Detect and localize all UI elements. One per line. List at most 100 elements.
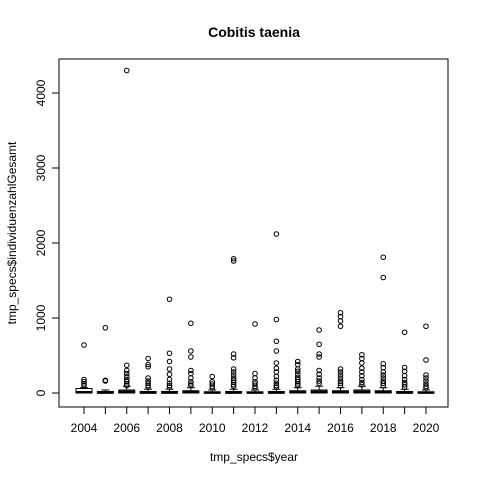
outlier-point	[401, 384, 408, 390]
outlier-point	[123, 382, 130, 389]
outlier-point	[188, 382, 194, 389]
outlier-point	[123, 378, 130, 385]
outlier-point	[337, 318, 344, 324]
outlier-point	[188, 370, 194, 377]
outlier-point	[145, 384, 151, 390]
outlier-point	[359, 381, 365, 388]
outlier-point	[273, 338, 280, 345]
outlier-point	[273, 384, 280, 390]
outlier-point	[316, 367, 322, 374]
outlier-point	[230, 369, 237, 375]
outlier-point	[316, 375, 322, 381]
outlier-point	[316, 341, 322, 348]
outlier-point	[273, 377, 280, 384]
outlier-point	[230, 379, 237, 386]
outlier-point	[145, 363, 151, 370]
outlier-point	[230, 351, 237, 357]
outlier-point	[102, 378, 109, 384]
outlier-point	[359, 351, 365, 358]
outlier-point	[188, 367, 194, 374]
plot-frame	[58, 58, 449, 408]
outlier-point	[380, 380, 387, 387]
outlier-point	[337, 372, 344, 378]
box-2004	[75, 342, 93, 394]
x-tick-label: 2020	[413, 421, 440, 435]
outlier-point	[273, 365, 280, 372]
y-tick-label: 3000	[34, 154, 48, 181]
outlier-point	[166, 358, 173, 365]
outlier-point	[81, 382, 87, 389]
outlier-point	[359, 365, 365, 372]
x-tick-label: 2016	[327, 421, 354, 435]
box-2020	[417, 323, 435, 394]
outlier-point	[230, 255, 237, 262]
outlier-point	[209, 373, 216, 380]
outlier-point	[380, 372, 387, 378]
y-tick-label: 2000	[34, 229, 48, 256]
box-2016	[332, 309, 349, 394]
outlier-point	[294, 358, 301, 365]
box-2012	[246, 321, 264, 394]
outlier-point	[294, 368, 301, 375]
outlier-point	[401, 381, 408, 388]
outlier-point	[359, 369, 365, 375]
y-tick-label: 0	[34, 389, 48, 396]
x-axis: 2004 2006 2008 2010 2012 2014 2016 2018 2020	[71, 406, 440, 435]
box-2018	[374, 254, 392, 394]
outlier-point	[401, 364, 408, 371]
outlier-point	[252, 384, 258, 391]
y-axis: 0 1000 2000 3000 4000	[34, 79, 60, 396]
outlier-point	[102, 324, 109, 331]
outlier-point	[359, 360, 365, 366]
box-2005	[96, 324, 114, 394]
outlier-point	[359, 372, 365, 379]
outlier-point	[166, 371, 173, 378]
y-tick-label: 1000	[34, 304, 48, 331]
outlier-point	[316, 327, 322, 333]
outlier-point	[252, 375, 258, 381]
outlier-point	[188, 320, 194, 327]
outlier-point	[273, 231, 280, 237]
boxes-layer	[75, 67, 435, 394]
outlier-point	[359, 379, 365, 386]
outlier-point	[294, 366, 301, 372]
outlier-point	[380, 360, 387, 367]
outlier-point	[423, 323, 429, 330]
outlier-point	[209, 381, 216, 387]
outlier-point	[316, 371, 322, 378]
outlier-point	[145, 361, 151, 368]
outlier-point	[145, 355, 151, 362]
outlier-point	[123, 370, 130, 377]
outlier-point	[230, 258, 237, 264]
outlier-point	[273, 316, 280, 323]
box-2013	[267, 231, 285, 394]
outlier-point	[423, 375, 429, 381]
y-axis-label: tmp_specs$individuenzahlGesamt	[5, 141, 19, 324]
outlier-point	[166, 366, 173, 372]
outlier-point	[316, 354, 322, 360]
outlier-point	[81, 378, 87, 385]
outlier-point	[230, 372, 237, 378]
box-2014	[289, 358, 307, 394]
outlier-point	[188, 375, 194, 381]
outlier-point	[294, 371, 301, 378]
box-2017	[353, 351, 371, 394]
outlier-point	[252, 381, 258, 387]
outlier-point	[273, 348, 280, 354]
outlier-point	[166, 350, 173, 357]
box-2010	[203, 373, 221, 394]
outlier-point	[252, 370, 258, 377]
outlier-point	[145, 375, 151, 381]
outlier-point	[380, 375, 387, 381]
outlier-point	[380, 382, 387, 389]
outlier-point	[423, 372, 429, 378]
x-axis-label: tmp_specs$year	[210, 450, 298, 464]
outlier-point	[123, 67, 130, 74]
x-tick-label: 2012	[242, 421, 269, 435]
outlier-point	[359, 376, 365, 383]
x-tick-label: 2014	[284, 421, 311, 435]
outlier-point	[401, 372, 408, 379]
outlier-point	[166, 380, 173, 387]
outlier-point	[423, 357, 429, 363]
